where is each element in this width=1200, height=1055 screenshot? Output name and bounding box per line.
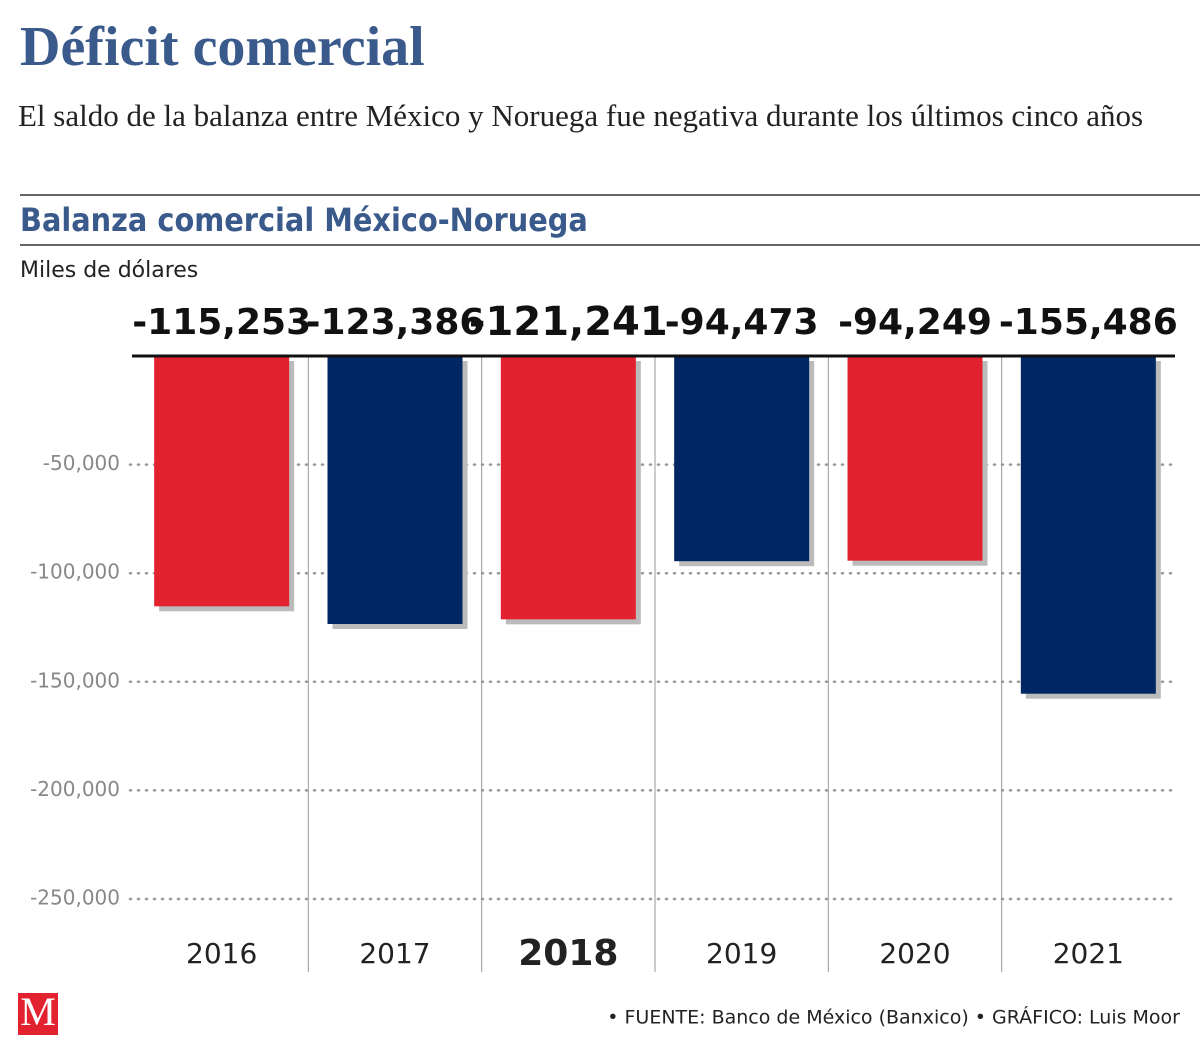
- bar: [154, 356, 290, 607]
- y-tick-label: -100,000: [30, 560, 120, 584]
- bar: [1020, 356, 1156, 694]
- y-tick-label: -200,000: [30, 777, 120, 801]
- source: • FUENTE: Banco de México (Banxico) • GR…: [607, 1006, 1180, 1029]
- logo: M: [20, 989, 56, 1034]
- x-tick-label: 2021: [1053, 937, 1124, 970]
- title: Déficit comercial: [20, 16, 425, 78]
- logo-box: [18, 993, 58, 1035]
- chart-title: Balanza comercial México-Noruega: [20, 203, 588, 240]
- bar: [500, 356, 636, 620]
- bar: [674, 356, 810, 562]
- x-tick-label: 2020: [879, 937, 950, 970]
- value-label: -155,486: [999, 302, 1178, 343]
- value-label: -121,241: [469, 299, 668, 345]
- y-axis-label: Miles de dólares: [20, 258, 198, 283]
- x-tick-label: 2018: [518, 933, 618, 974]
- x-tick-label: 2016: [186, 937, 257, 970]
- x-tick-label: 2019: [706, 937, 777, 970]
- value-label: -115,253: [132, 302, 311, 343]
- value-label: -94,473: [665, 302, 819, 343]
- y-tick-label: -150,000: [30, 668, 120, 692]
- x-tick-label: 2017: [359, 937, 430, 970]
- y-tick-label: -50,000: [43, 451, 120, 475]
- subtitle: El saldo de la balanza entre México y No…: [18, 98, 1144, 133]
- y-tick-label: -250,000: [30, 886, 120, 910]
- bar: [327, 356, 463, 624]
- value-label: -123,386: [306, 302, 485, 343]
- bar: [847, 356, 983, 561]
- subtitle-box: El saldo de la balanza entre México y No…: [18, 98, 1144, 133]
- value-label: -94,249: [838, 302, 992, 343]
